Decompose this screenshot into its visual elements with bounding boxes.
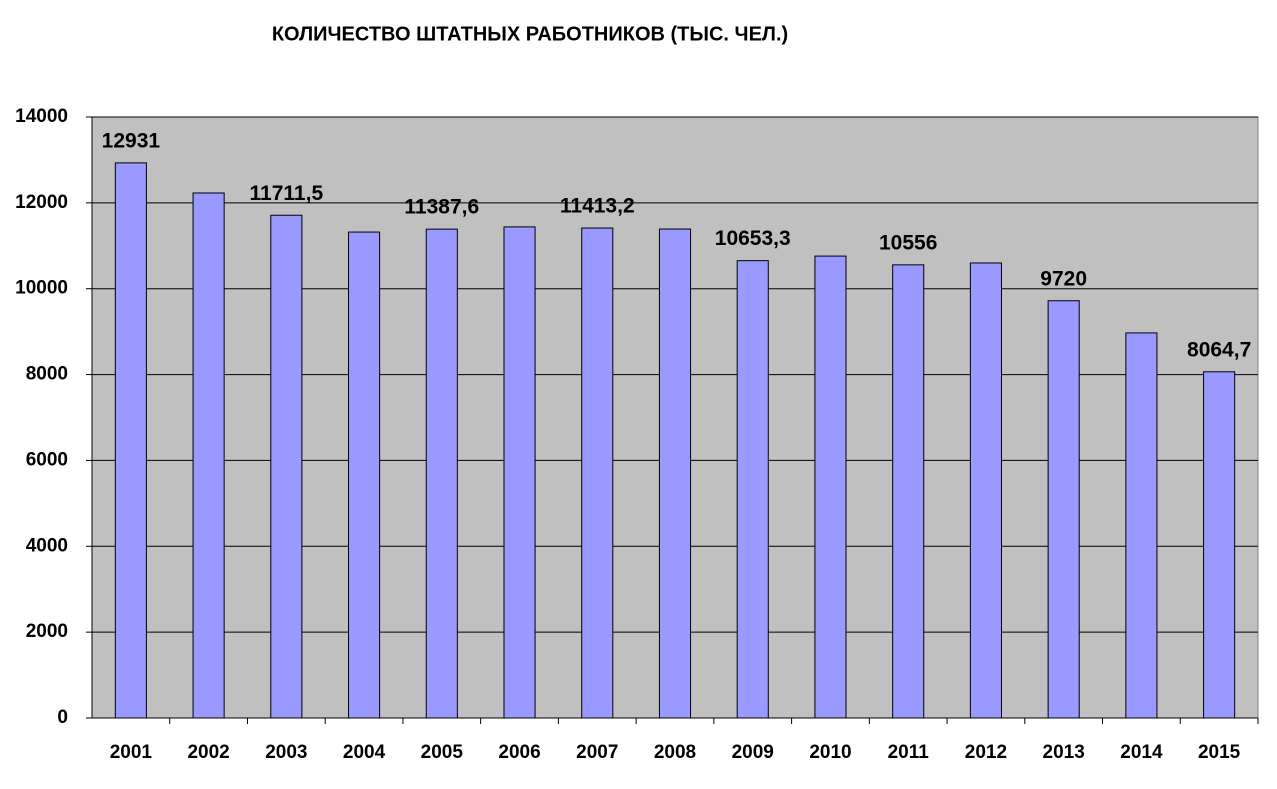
y-tick-label: 10000 (15, 278, 68, 299)
x-tick-label: 2012 (965, 742, 1007, 763)
x-tick-label: 2008 (654, 742, 696, 763)
x-tick-label: 2001 (110, 742, 153, 763)
bar (969, 262, 1002, 719)
bar (503, 226, 536, 719)
x-tick-label: 2015 (1198, 742, 1241, 763)
bar (270, 214, 303, 719)
y-tick-label: 2000 (26, 621, 68, 642)
bar (192, 192, 225, 719)
value-label: 9720 (1040, 267, 1087, 290)
x-tick-label: 2014 (1120, 742, 1163, 763)
value-label: 11413,2 (560, 195, 635, 218)
value-label: 8064,7 (1187, 338, 1251, 361)
bar (736, 260, 769, 719)
y-tick-label: 0 (57, 707, 68, 728)
bar (1125, 332, 1158, 719)
y-tick-label: 8000 (26, 364, 68, 385)
x-tick-label: 2002 (187, 742, 229, 763)
bar (425, 228, 458, 719)
x-tick-label: 2013 (1043, 742, 1085, 763)
y-tick-label: 12000 (15, 192, 68, 213)
x-tick-label: 2009 (732, 742, 774, 763)
y-tick-label: 14000 (15, 106, 68, 127)
x-tick-label: 2007 (576, 742, 618, 763)
x-tick-label: 2003 (265, 742, 307, 763)
bar (114, 162, 147, 719)
x-tick-label: 2006 (498, 742, 540, 763)
bar (581, 227, 614, 719)
y-tick-label: 4000 (26, 535, 68, 556)
value-label: 11387,6 (404, 196, 479, 219)
bar (348, 231, 381, 719)
bar (814, 255, 847, 719)
bar (658, 228, 692, 719)
chart-title: КОЛИЧЕСТВО ШТАТНЫХ РАБОТНИКОВ (ТЫС. ЧЕЛ.… (272, 23, 788, 45)
x-tick-label: 2011 (888, 742, 930, 763)
bar (1203, 371, 1236, 719)
x-tick-label: 2004 (343, 742, 386, 763)
bar (892, 264, 925, 719)
y-tick-label: 6000 (26, 449, 68, 470)
value-label: 10556 (879, 231, 937, 254)
x-tick-label: 2010 (809, 742, 851, 763)
bar (1047, 300, 1080, 719)
x-tick-label: 2005 (421, 742, 464, 763)
value-label: 12931 (102, 129, 161, 152)
value-label: 10653,3 (715, 227, 791, 250)
value-label: 11711,5 (250, 182, 324, 205)
